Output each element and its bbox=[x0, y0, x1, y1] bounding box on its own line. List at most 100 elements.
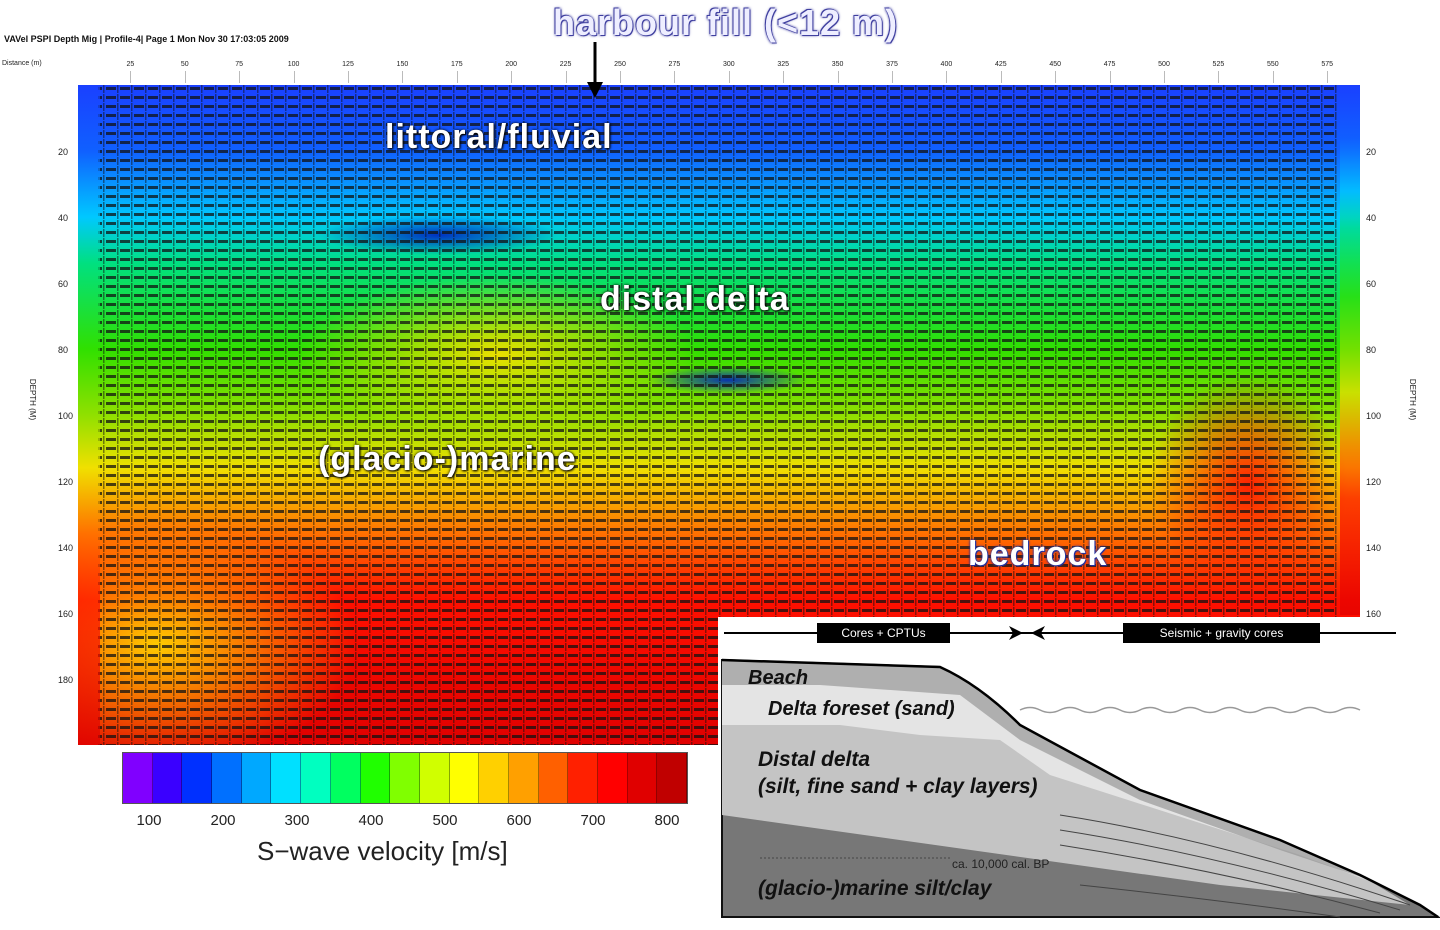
distance-tick-mark bbox=[184, 71, 186, 83]
depth-tick: 160 bbox=[1366, 609, 1382, 619]
distance-tick-mark bbox=[293, 71, 295, 83]
colorbar-bin bbox=[301, 753, 331, 803]
depth-tick: 140 bbox=[1366, 543, 1382, 553]
distance-tick: 50 bbox=[180, 61, 189, 68]
colorbar-bin bbox=[360, 753, 391, 803]
colorbar-bin bbox=[568, 753, 598, 803]
colorbar-bin bbox=[449, 753, 480, 803]
distance-tick-mark bbox=[130, 71, 132, 83]
colorbar-bin bbox=[152, 753, 183, 803]
depth-tick: 20 bbox=[1366, 147, 1377, 157]
figure-header: VAVel PSPI Depth Mig | Profile-4| Page 1… bbox=[4, 34, 289, 44]
depth-tick: 80 bbox=[1366, 345, 1377, 355]
colorbar-bin bbox=[330, 753, 361, 803]
label-delta-foreset: Delta foreset (sand) bbox=[768, 698, 955, 720]
distance-tick-mark bbox=[1055, 71, 1057, 83]
distance-tick-mark bbox=[511, 71, 513, 83]
distance-tick-mark bbox=[946, 71, 948, 83]
annotation-bedrock: bedrock bbox=[968, 535, 1108, 573]
distance-tick: 450 bbox=[1049, 61, 1062, 68]
colorbar-tick: 800 bbox=[654, 812, 680, 829]
colorbar-bin bbox=[182, 753, 213, 803]
distance-tick-mark bbox=[1164, 71, 1165, 83]
distance-tick: 525 bbox=[1212, 61, 1225, 68]
distance-tick: 200 bbox=[505, 61, 518, 68]
colorbar-tick: 500 bbox=[432, 812, 458, 829]
distance-tick-mark bbox=[783, 71, 785, 83]
colorbar-bin bbox=[212, 753, 242, 803]
depth-tick: 120 bbox=[1366, 477, 1382, 487]
distance-tick-mark bbox=[402, 71, 404, 83]
distance-tick: 550 bbox=[1266, 61, 1279, 68]
label-age: ca. 10,000 cal. BP bbox=[952, 857, 1050, 871]
distance-tick-mark bbox=[1218, 71, 1220, 83]
colorbar-bin bbox=[508, 753, 539, 803]
distance-tick-mark bbox=[620, 71, 621, 83]
distance-tick: 500 bbox=[1158, 61, 1170, 68]
distance-tick-mark bbox=[348, 71, 349, 83]
depth-axis-label-right: DEPTH (M) bbox=[1408, 378, 1418, 421]
distance-axis-label: Distance (m) bbox=[2, 60, 42, 67]
annotation-distal-delta: distal delta bbox=[600, 280, 790, 318]
distance-tick: 275 bbox=[668, 61, 681, 68]
distance-tick: 325 bbox=[777, 61, 790, 68]
delta-stratigraphy-schematic bbox=[721, 658, 1440, 919]
distance-tick: 425 bbox=[994, 61, 1007, 68]
colorbar-bin bbox=[241, 753, 272, 803]
annotation-glacio-marine: (glacio-)marine bbox=[318, 440, 577, 478]
distance-tick-mark bbox=[456, 71, 458, 83]
label-distal-delta-composition: (silt, fine sand + clay layers) bbox=[758, 775, 1038, 798]
distance-tick: 225 bbox=[559, 61, 572, 68]
distance-tick: 300 bbox=[722, 61, 735, 68]
distance-tick: 150 bbox=[396, 61, 409, 68]
distance-tick-mark bbox=[1272, 71, 1274, 83]
distance-tick-mark bbox=[837, 71, 839, 83]
annotation-littoral-fluvial: littoral/fluvial bbox=[385, 118, 613, 156]
colorbar-tick: 400 bbox=[358, 812, 384, 829]
annotation-harbour-fill: harbour fill (<12 m) bbox=[553, 2, 899, 43]
bar-cores-cptus: Cores + CPTUs bbox=[817, 623, 950, 643]
distance-tick: 375 bbox=[886, 61, 898, 68]
depth-tick: 60 bbox=[58, 279, 69, 289]
distance-tick-mark bbox=[674, 71, 676, 83]
colorbar-tick: 100 bbox=[136, 812, 162, 829]
depth-tick: 40 bbox=[58, 213, 69, 223]
colorbar-bin bbox=[419, 753, 450, 803]
distance-tick: 475 bbox=[1103, 61, 1116, 68]
depth-tick: 100 bbox=[58, 411, 74, 421]
converging-arrows-icon bbox=[1009, 626, 1045, 640]
colorbar-bin bbox=[479, 753, 509, 803]
label-beach: Beach bbox=[748, 667, 809, 689]
colorbar-bin bbox=[123, 753, 153, 803]
label-glacio-marine: (glacio-)marine silt/clay bbox=[758, 877, 992, 900]
bar-seismic-gravity-cores: Seismic + gravity cores bbox=[1123, 623, 1320, 643]
distance-tick: 350 bbox=[831, 61, 844, 68]
distance-tick: 125 bbox=[342, 61, 354, 68]
colorbar-title: S−wave velocity [m/s] bbox=[257, 836, 508, 866]
distance-tick: 250 bbox=[614, 61, 626, 68]
distance-tick: 575 bbox=[1321, 61, 1334, 68]
depth-tick: 40 bbox=[1366, 213, 1377, 223]
distance-tick-mark bbox=[728, 71, 730, 83]
colorbar-tick: 700 bbox=[580, 812, 606, 829]
colorbar-bin bbox=[538, 753, 569, 803]
depth-tick: 80 bbox=[58, 345, 69, 355]
distance-tick: 175 bbox=[450, 61, 463, 68]
colorbar-bin bbox=[657, 753, 688, 803]
distance-tick-mark bbox=[239, 71, 241, 83]
colorbar-tick: 200 bbox=[210, 812, 236, 829]
distance-tick: 75 bbox=[235, 61, 244, 68]
colorbar-bin bbox=[271, 753, 302, 803]
distance-tick-mark bbox=[1000, 71, 1002, 83]
depth-tick: 140 bbox=[58, 543, 74, 553]
colorbar bbox=[122, 752, 689, 804]
colorbar-bin bbox=[627, 753, 658, 803]
distance-tick: 25 bbox=[126, 61, 135, 68]
distance-tick: 400 bbox=[940, 61, 953, 68]
colorbar-tick: 300 bbox=[284, 812, 310, 829]
distance-tick-mark bbox=[565, 71, 567, 83]
colorbar-bin bbox=[598, 753, 628, 803]
depth-tick: 120 bbox=[58, 477, 74, 487]
depth-tick: 180 bbox=[58, 675, 74, 685]
distance-tick-mark bbox=[892, 71, 893, 83]
